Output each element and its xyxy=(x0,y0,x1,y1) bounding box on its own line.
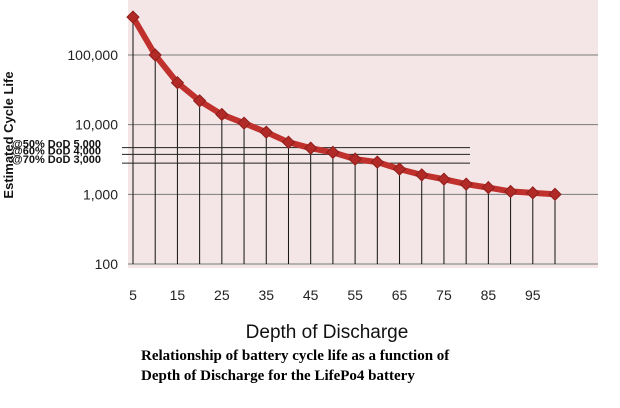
plot-area-background xyxy=(128,0,598,268)
data-point xyxy=(526,186,540,200)
data-point xyxy=(415,168,429,182)
data-point xyxy=(170,76,185,90)
x-tick-label: 95 xyxy=(525,287,541,303)
x-tick-label: 85 xyxy=(481,287,497,303)
data-point xyxy=(126,10,140,24)
annotation-label: @50% DoD 5,000 xyxy=(12,139,101,151)
annotation-lines xyxy=(122,147,470,164)
annotation-labels: @50% DoD 5,000@60% DoD 4,000@70% DoD 3,0… xyxy=(12,139,101,166)
data-point xyxy=(215,107,229,122)
data-point xyxy=(481,180,496,195)
y-tick-label: 1,000 xyxy=(83,186,118,202)
data-point xyxy=(259,125,273,139)
x-tick-label: 45 xyxy=(303,287,319,303)
x-tick-label: 5 xyxy=(129,287,137,303)
x-tick-label: 25 xyxy=(214,287,230,303)
data-point xyxy=(370,155,385,169)
y-axis-label: Estimated Cycle Life xyxy=(1,71,16,198)
x-axis-label: Depth of Discharge xyxy=(246,322,409,343)
annotation-label: @70% DoD 3,000 xyxy=(12,154,101,166)
data-point xyxy=(348,152,362,166)
data-point xyxy=(548,187,562,202)
y-tick-label: 10,000 xyxy=(75,117,118,133)
drop-lines xyxy=(132,17,556,264)
data-point xyxy=(326,145,340,160)
x-tick-label: 55 xyxy=(347,287,363,303)
data-point xyxy=(237,116,251,130)
series-markers xyxy=(126,10,562,202)
annotation-label: @60% DoD 4,000 xyxy=(12,145,101,157)
caption-line-2: Depth of Discharge for the LifePo4 batte… xyxy=(141,368,415,384)
data-point xyxy=(303,141,318,155)
x-tick-label: 15 xyxy=(170,287,186,303)
x-tick-label: 65 xyxy=(392,287,408,303)
y-tick-label: 100,000 xyxy=(67,47,118,63)
data-point xyxy=(392,162,407,176)
y-tick-label: 100 xyxy=(95,256,119,272)
data-point xyxy=(192,94,207,108)
y-tick-labels: 100 1,000 10,000 100,000 xyxy=(67,47,118,272)
figure-caption: Relationship of battery cycle life as a … xyxy=(141,346,449,386)
data-point xyxy=(281,135,296,149)
data-point xyxy=(148,48,162,62)
caption-line-1: Relationship of battery cycle life as a … xyxy=(141,348,450,364)
data-point xyxy=(503,184,518,199)
x-tick-labels: 5 15 25 35 45 55 65 75 85 95 xyxy=(129,287,541,303)
x-tick-label: 75 xyxy=(436,287,452,303)
x-tick-label: 35 xyxy=(258,287,274,303)
grid-lines xyxy=(128,54,598,265)
data-point xyxy=(459,177,473,191)
data-point xyxy=(437,172,451,186)
